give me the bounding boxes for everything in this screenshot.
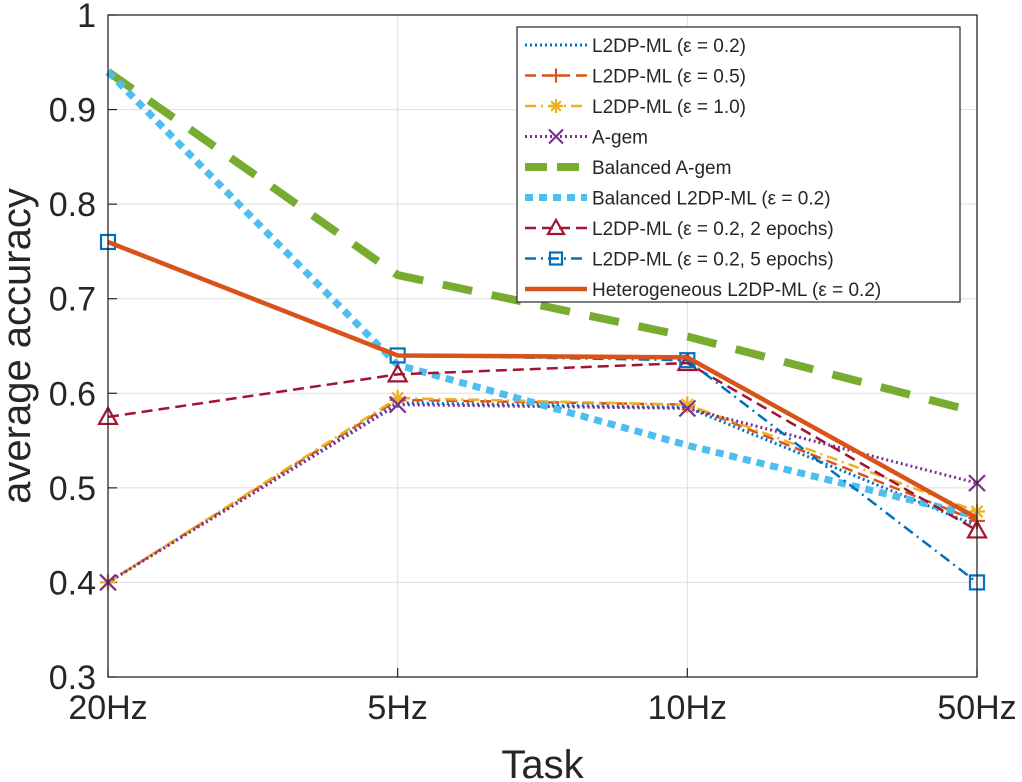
legend-label: Balanced A-gem [592, 158, 731, 179]
series-layer [97, 68, 988, 592]
tick-labels: 0.3 0.4 0.5 0.6 0.7 0.8 0.9 1 20Hz 5Hz 10Hz 50Hz [49, 0, 1017, 727]
data-point-triangle [546, 217, 566, 236]
x-tick-label: 20Hz [68, 689, 147, 727]
x-tick-label: 50Hz [937, 689, 1016, 727]
x-axis-label: Task [501, 743, 584, 782]
series-line [107, 398, 978, 584]
legend-label: L2DP-ML (ε = 0.5) [592, 67, 746, 88]
data-point-x [388, 395, 407, 414]
series-group [99, 395, 986, 592]
legend-label: L2DP-ML (ε = 0.2, 2 epochs) [592, 219, 834, 240]
y-tick-label: 0.3 [49, 659, 96, 697]
y-tick-label: 0.4 [49, 564, 96, 602]
legend-label: L2DP-ML (ε = 0.2) [592, 36, 746, 57]
legend-item: L2DP-ML (ε = 0.5) [525, 67, 746, 88]
x-tick-label: 5Hz [367, 689, 427, 727]
series-line [107, 403, 978, 584]
legend-box [516, 26, 961, 303]
data-point-triangle [386, 363, 409, 383]
legend-label: L2DP-ML (ε = 0.2, 5 epochs) [592, 250, 834, 271]
y-tick-label: 0.9 [49, 92, 96, 130]
data-point-x [548, 128, 564, 145]
legend-item: A-gem [525, 128, 648, 149]
series-line [107, 396, 978, 584]
series-line [105, 68, 979, 417]
y-tick-label: 0.8 [49, 186, 96, 224]
legend-item: Balanced A-gem [525, 158, 731, 179]
series-group [105, 68, 979, 417]
series-group [105, 69, 978, 520]
legend-label: L2DP-ML (ε = 1.0) [592, 97, 746, 118]
series-line [105, 69, 978, 520]
series-group [107, 239, 979, 521]
legend-item: L2DP-ML (ε = 0.2) [525, 36, 746, 57]
plot-frame [107, 14, 978, 678]
legend-item: L2DP-ML (ε = 0.2, 5 epochs) [525, 250, 834, 271]
legend-label: A-gem [592, 128, 648, 149]
data-point-plus [549, 68, 563, 83]
y-tick-label: 0.5 [49, 470, 96, 508]
series-line [107, 239, 979, 521]
data-point-asterisk [549, 99, 563, 113]
legend-item: L2DP-ML (ε = 1.0) [525, 97, 746, 118]
legend-item: Heterogeneous L2DP-ML (ε = 0.2) [525, 280, 881, 301]
series-group [100, 391, 985, 591]
series-line [107, 401, 978, 584]
legend-item: L2DP-ML (ε = 0.2, 2 epochs) [525, 217, 834, 240]
series-line [107, 361, 978, 532]
y-axis-label: average accuracy [0, 188, 39, 504]
data-point-asterisk [679, 396, 696, 413]
series-group [100, 390, 985, 591]
y-tick-label: 0.6 [49, 375, 96, 413]
legend-label: Balanced L2DP-ML (ε = 0.2) [592, 189, 831, 210]
legend-item: Balanced L2DP-ML (ε = 0.2) [525, 189, 831, 210]
x-tick-label: 10Hz [648, 689, 727, 727]
data-point-asterisk [389, 390, 406, 407]
y-tick-label: 0.7 [49, 281, 96, 319]
y-tick-label: 1 [77, 0, 96, 35]
legend-label: Heterogeneous L2DP-ML (ε = 0.2) [592, 280, 881, 301]
data-point-x [678, 399, 697, 418]
series-group [107, 401, 978, 584]
data-point-square [548, 251, 564, 266]
legend: L2DP-ML (ε = 0.2) L2DP-ML (ε = 0.5) L2DP-M… [516, 26, 961, 303]
